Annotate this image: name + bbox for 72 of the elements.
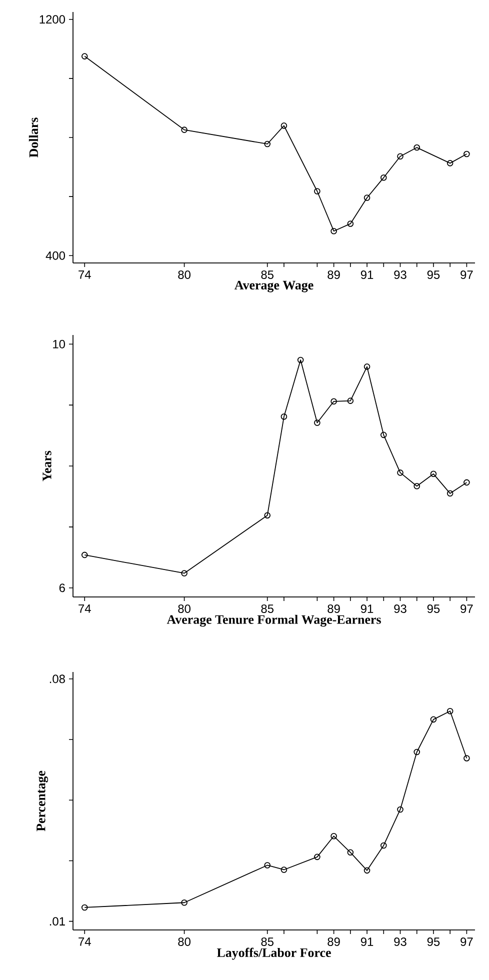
- point: [330, 398, 337, 405]
- point: [181, 126, 188, 133]
- x-tick-label: 80: [178, 604, 190, 613]
- x-tick-label: 93: [394, 604, 406, 613]
- point: [330, 228, 337, 234]
- point: [397, 153, 404, 160]
- y-axis-title: Percentage: [36, 770, 48, 832]
- x-axis-title: Layoffs/Labor Force: [216, 948, 331, 960]
- y-tick-label: 400: [46, 251, 66, 260]
- x-tick-label: 85: [261, 604, 274, 613]
- y-tick-label: .01: [50, 917, 65, 926]
- y-tick-label: .08: [50, 674, 65, 684]
- point: [446, 490, 454, 497]
- point: [264, 862, 271, 868]
- point: [264, 140, 271, 148]
- point: [297, 356, 304, 364]
- x-tick-label: 97: [460, 270, 473, 279]
- y-tick-label: 6: [59, 584, 65, 592]
- point: [397, 470, 404, 476]
- point: [264, 512, 271, 518]
- point: [446, 160, 454, 166]
- point: [280, 413, 288, 420]
- x-tick-label: 95: [427, 270, 440, 279]
- point: [364, 867, 370, 874]
- point: [380, 174, 387, 181]
- x-tick-label: 97: [460, 938, 473, 946]
- x-tick-label: 89: [328, 938, 340, 946]
- point: [364, 364, 370, 370]
- x-tick-label: 89: [328, 604, 340, 613]
- x-tick-label: 95: [427, 938, 440, 946]
- point: [347, 220, 354, 227]
- point: [314, 420, 320, 426]
- point: [314, 188, 320, 194]
- point: [347, 849, 354, 856]
- x-tick-label: 85: [261, 270, 274, 279]
- y-axis-title: Years: [42, 450, 52, 482]
- x-axis-title: Average Wage: [234, 280, 314, 292]
- point: [181, 899, 188, 906]
- point: [430, 716, 437, 723]
- x-tick-label: 85: [261, 938, 274, 946]
- x-tick-label: 93: [394, 270, 406, 279]
- point: [181, 570, 188, 576]
- point: [397, 806, 404, 813]
- point: [347, 398, 354, 404]
- point: [414, 748, 420, 756]
- x-tick-label: 91: [360, 270, 374, 279]
- point: [280, 122, 288, 129]
- x-tick-label: 80: [178, 270, 190, 279]
- x-axis-title: Average Tenure Formal Wage-Earners: [166, 614, 381, 627]
- x-tick-label: 74: [78, 270, 91, 279]
- point: [446, 708, 454, 714]
- point: [380, 842, 387, 849]
- x-tick-label: 74: [78, 604, 91, 613]
- x-tick-label: 91: [360, 604, 374, 613]
- point: [414, 144, 420, 151]
- point: [280, 866, 288, 873]
- x-tick-label: 91: [360, 938, 374, 946]
- x-tick-label: 93: [394, 938, 406, 946]
- point: [314, 854, 320, 860]
- point: [380, 432, 387, 438]
- point: [414, 482, 420, 490]
- x-tick-label: 80: [178, 938, 190, 946]
- y-tick-label: 10: [53, 340, 66, 348]
- x-tick-label: 97: [460, 604, 473, 613]
- x-tick-label: 95: [427, 604, 440, 613]
- point: [430, 470, 437, 478]
- x-tick-label: 89: [328, 270, 340, 279]
- point: [330, 832, 337, 840]
- point: [364, 194, 370, 201]
- x-tick-label: 74: [78, 938, 91, 946]
- y-axis-title: Dollars: [28, 118, 38, 158]
- y-tick-label: 1200: [40, 15, 66, 24]
